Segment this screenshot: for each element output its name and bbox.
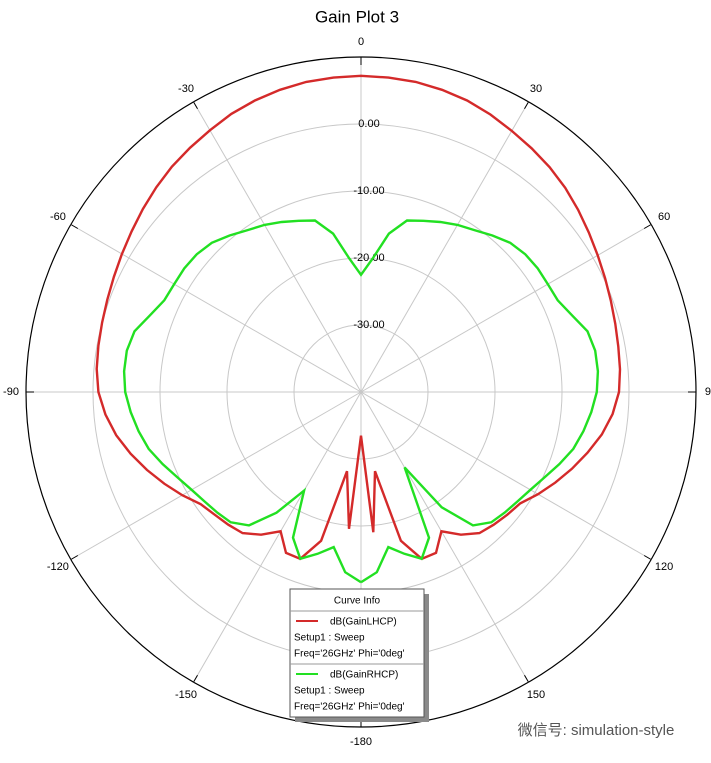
theta-tick-label: -120 — [47, 561, 69, 573]
legend-detail: Setup1 : Sweep — [294, 633, 365, 644]
theta-tick — [524, 674, 529, 683]
theta-tick-label: -180 — [350, 736, 372, 748]
theta-tick — [524, 101, 529, 110]
r-tick-label: -10.00 — [353, 185, 384, 197]
theta-tick-label: -90 — [3, 386, 19, 398]
theta-tick-label: 150 — [527, 689, 545, 701]
theta-tick — [70, 224, 79, 229]
theta-tick — [193, 101, 198, 110]
spoke — [70, 224, 362, 393]
theta-tick — [193, 674, 198, 683]
theta-tick-label: 60 — [658, 211, 670, 223]
r-tick-label: 0.00 — [358, 118, 379, 130]
theta-tick — [643, 555, 652, 560]
spoke — [360, 224, 652, 393]
legend-label: dB(GainRHCP) — [330, 670, 398, 681]
legend-detail: Setup1 : Sweep — [294, 686, 365, 697]
theta-tick-label: -150 — [175, 689, 197, 701]
legend-detail: Freq='26GHz' Phi='0deg' — [294, 649, 405, 660]
legend-label: dB(GainLHCP) — [330, 617, 397, 628]
theta-tick — [70, 555, 79, 560]
theta-tick-label: 90 — [705, 386, 711, 398]
spoke — [360, 101, 529, 393]
theta-tick-label: 120 — [655, 561, 673, 573]
spoke — [70, 391, 362, 560]
spoke — [193, 391, 362, 683]
chart-title: Gain Plot 3 — [315, 7, 399, 26]
spoke — [360, 391, 652, 560]
spoke — [360, 391, 529, 683]
r-tick-label: -30.00 — [353, 319, 384, 331]
legend-box — [289, 588, 425, 718]
spoke — [193, 101, 362, 393]
series-line — [95, 74, 622, 561]
theta-tick-label: 0 — [358, 36, 364, 48]
r-tick-label: -20.00 — [353, 252, 384, 264]
watermark: 微信号: simulation-style — [518, 722, 675, 739]
theta-tick-label: -60 — [50, 211, 66, 223]
theta-tick — [643, 224, 652, 229]
series-line — [122, 219, 600, 584]
theta-tick-label: -30 — [178, 83, 194, 95]
legend-title: Curve Info — [334, 596, 381, 607]
legend-detail: Freq='26GHz' Phi='0deg' — [294, 702, 405, 713]
theta-tick-label: 30 — [530, 83, 542, 95]
